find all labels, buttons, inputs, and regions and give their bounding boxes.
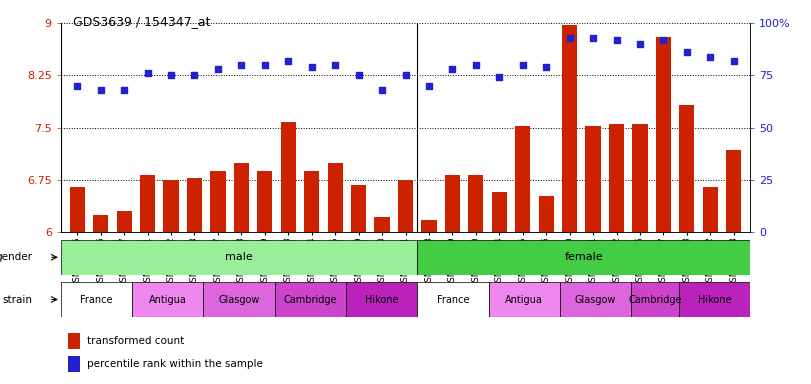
Text: France: France — [80, 295, 113, 305]
Point — [539, 64, 552, 70]
Point — [281, 58, 294, 64]
Point — [165, 72, 178, 78]
Text: female: female — [564, 252, 603, 262]
Point — [399, 72, 412, 78]
Point — [470, 62, 483, 68]
Bar — [539, 196, 554, 232]
Bar — [61, 282, 132, 317]
Bar — [281, 122, 296, 232]
Text: GDS3639 / 154347_at: GDS3639 / 154347_at — [73, 15, 211, 28]
Bar — [257, 171, 272, 232]
Bar — [67, 333, 80, 349]
Bar — [491, 192, 507, 232]
Text: Antigua: Antigua — [505, 295, 543, 305]
Bar — [609, 124, 624, 232]
Bar — [204, 282, 275, 317]
Point — [423, 83, 436, 89]
Point — [563, 35, 576, 41]
Bar — [70, 187, 85, 232]
Bar — [234, 162, 249, 232]
Point — [586, 35, 599, 41]
Bar — [304, 171, 320, 232]
Text: Hikone: Hikone — [697, 295, 732, 305]
Bar — [562, 25, 577, 232]
Bar — [418, 240, 750, 275]
Bar — [468, 175, 483, 232]
Bar — [61, 240, 418, 275]
Point — [517, 62, 530, 68]
Text: Cambridge: Cambridge — [284, 295, 337, 305]
Point — [704, 53, 717, 60]
Point — [305, 64, 318, 70]
Text: Antigua: Antigua — [149, 295, 187, 305]
Text: Hikone: Hikone — [365, 295, 398, 305]
Bar — [187, 178, 202, 232]
Text: strain: strain — [2, 295, 32, 305]
Text: gender: gender — [0, 252, 32, 262]
Bar — [375, 217, 389, 232]
Bar — [633, 124, 648, 232]
Bar — [351, 185, 367, 232]
Bar — [444, 175, 460, 232]
Bar — [726, 150, 741, 232]
Text: Glasgow: Glasgow — [575, 295, 616, 305]
Text: male: male — [225, 252, 253, 262]
Bar — [489, 282, 560, 317]
Point — [446, 66, 459, 72]
Bar — [679, 282, 750, 317]
Point — [610, 37, 623, 43]
Bar — [67, 356, 80, 372]
Text: Cambridge: Cambridge — [629, 295, 682, 305]
Point — [657, 37, 670, 43]
Point — [118, 87, 131, 93]
Point — [188, 72, 201, 78]
Bar — [680, 105, 694, 232]
Bar — [631, 282, 679, 317]
Bar — [210, 171, 225, 232]
Bar — [346, 282, 418, 317]
Bar — [132, 282, 204, 317]
Point — [328, 62, 341, 68]
Point — [493, 74, 506, 81]
Text: percentile rank within the sample: percentile rank within the sample — [87, 359, 263, 369]
Bar — [275, 282, 346, 317]
Point — [94, 87, 107, 93]
Bar — [560, 282, 631, 317]
Point — [212, 66, 225, 72]
Text: transformed count: transformed count — [87, 336, 184, 346]
Bar — [515, 126, 530, 232]
Point — [71, 83, 84, 89]
Bar — [328, 162, 343, 232]
Bar — [140, 175, 155, 232]
Text: Glasgow: Glasgow — [218, 295, 260, 305]
Point — [727, 58, 740, 64]
Point — [352, 72, 365, 78]
Point — [235, 62, 248, 68]
Bar — [586, 126, 601, 232]
Bar — [93, 215, 109, 232]
Point — [633, 41, 646, 47]
Point — [259, 62, 272, 68]
Point — [141, 70, 154, 76]
Point — [680, 49, 693, 55]
Bar — [656, 37, 671, 232]
Bar — [702, 187, 718, 232]
Bar — [398, 180, 413, 232]
Text: France: France — [437, 295, 470, 305]
Bar — [422, 220, 436, 232]
Point — [375, 87, 388, 93]
Bar — [117, 211, 131, 232]
Bar — [163, 180, 178, 232]
Bar — [418, 282, 489, 317]
